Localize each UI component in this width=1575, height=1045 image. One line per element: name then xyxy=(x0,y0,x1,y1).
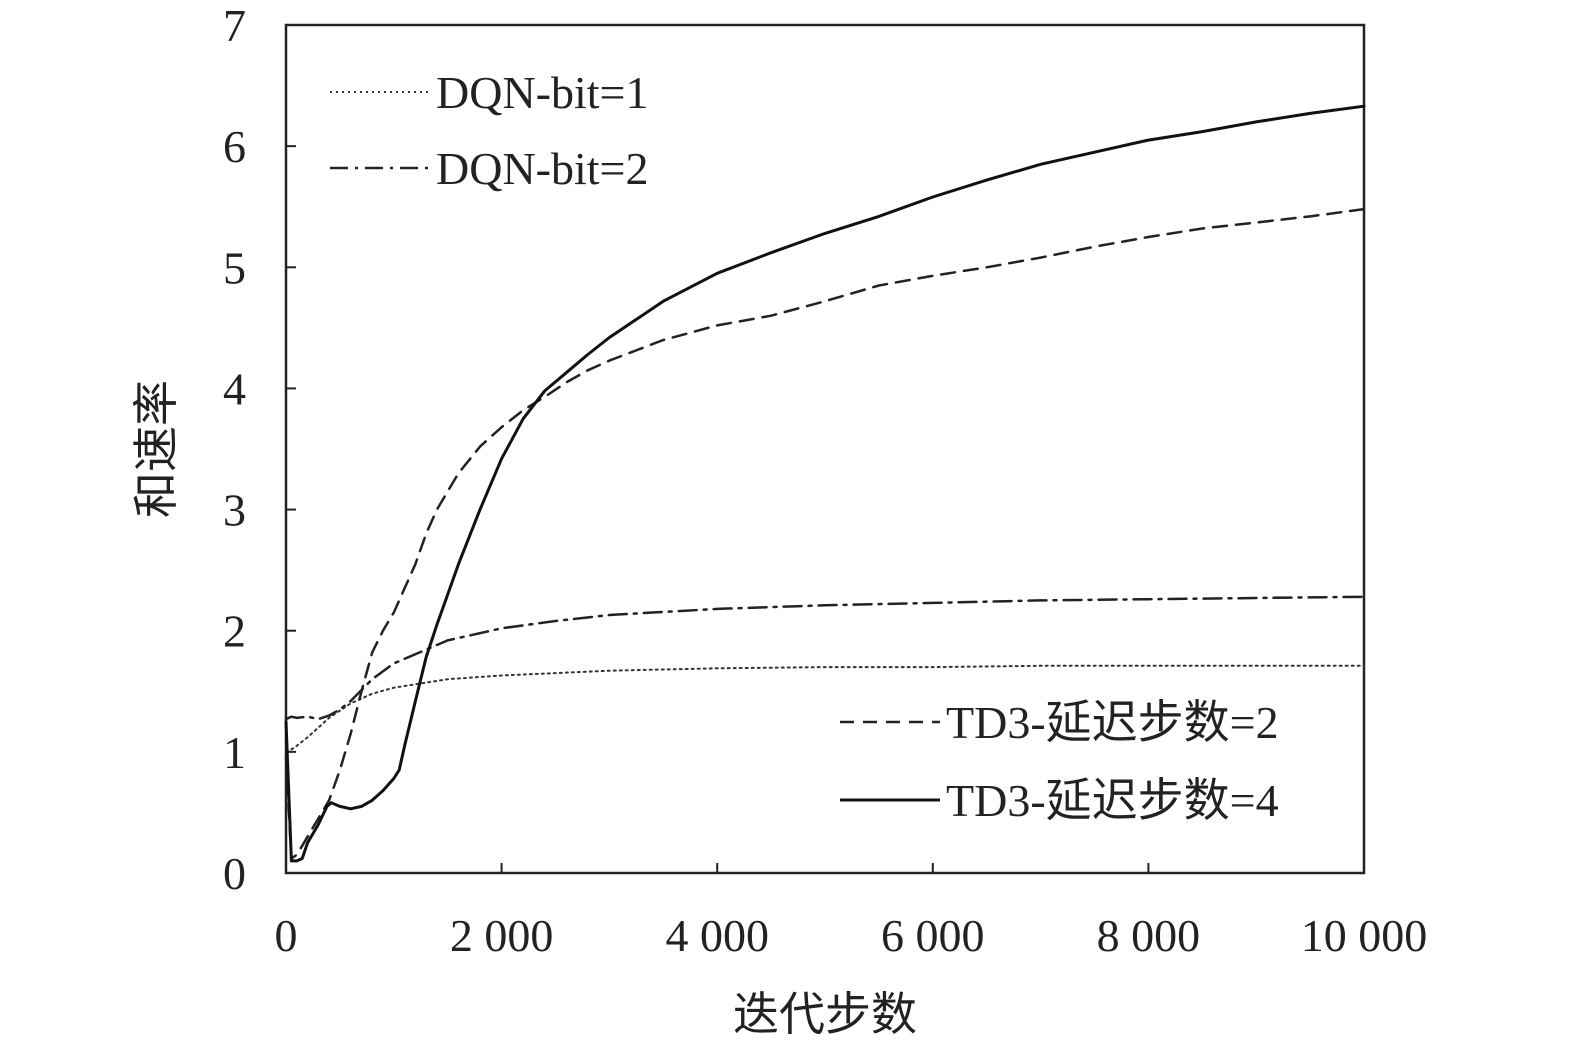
legend: DQN-bit=1 DQN-bit=2 TD3-延迟步数=2 TD3-延迟步数=4 xyxy=(330,67,1279,826)
y-tick-label: 3 xyxy=(223,485,246,536)
x-tick-label: 6 000 xyxy=(881,910,985,961)
x-axis-title: 迭代步数 xyxy=(733,989,917,1040)
legend-label-1: DQN-bit=1 xyxy=(436,67,648,118)
x-tick-label: 2 000 xyxy=(450,910,554,961)
series-line-1 xyxy=(285,664,1365,753)
y-axis: 0 1 2 3 4 5 6 7 xyxy=(223,0,296,899)
plot-frame xyxy=(284,23,1366,875)
y-tick-label: 5 xyxy=(223,242,246,293)
x-tick-label: 4 000 xyxy=(665,910,769,961)
y-axis-title: 和速率 xyxy=(131,380,182,518)
y-tick-label: 7 xyxy=(223,0,246,51)
series-line-3 xyxy=(284,207,1366,860)
x-tick-label: 8 000 xyxy=(1097,910,1201,961)
y-tick-label: 0 xyxy=(223,848,246,899)
y-tick-label: 1 xyxy=(223,727,246,778)
legend-label-2: DQN-bit=2 xyxy=(436,143,648,194)
x-axis: 0 2 000 4 000 6 000 8 000 10 000 xyxy=(275,863,1428,961)
legend-label-4: TD3-延迟步数=4 xyxy=(946,775,1279,826)
y-tick-label: 4 xyxy=(223,363,246,414)
legend-label-3: TD3-延迟步数=2 xyxy=(946,697,1279,748)
y-tick-label: 2 xyxy=(223,606,246,657)
series-layer xyxy=(284,104,1366,863)
series-line-2 xyxy=(284,595,1366,721)
series-line-4 xyxy=(284,104,1366,863)
y-tick-label: 6 xyxy=(223,121,246,172)
x-tick-label: 10 000 xyxy=(1301,910,1428,961)
x-tick-label: 0 xyxy=(275,910,298,961)
